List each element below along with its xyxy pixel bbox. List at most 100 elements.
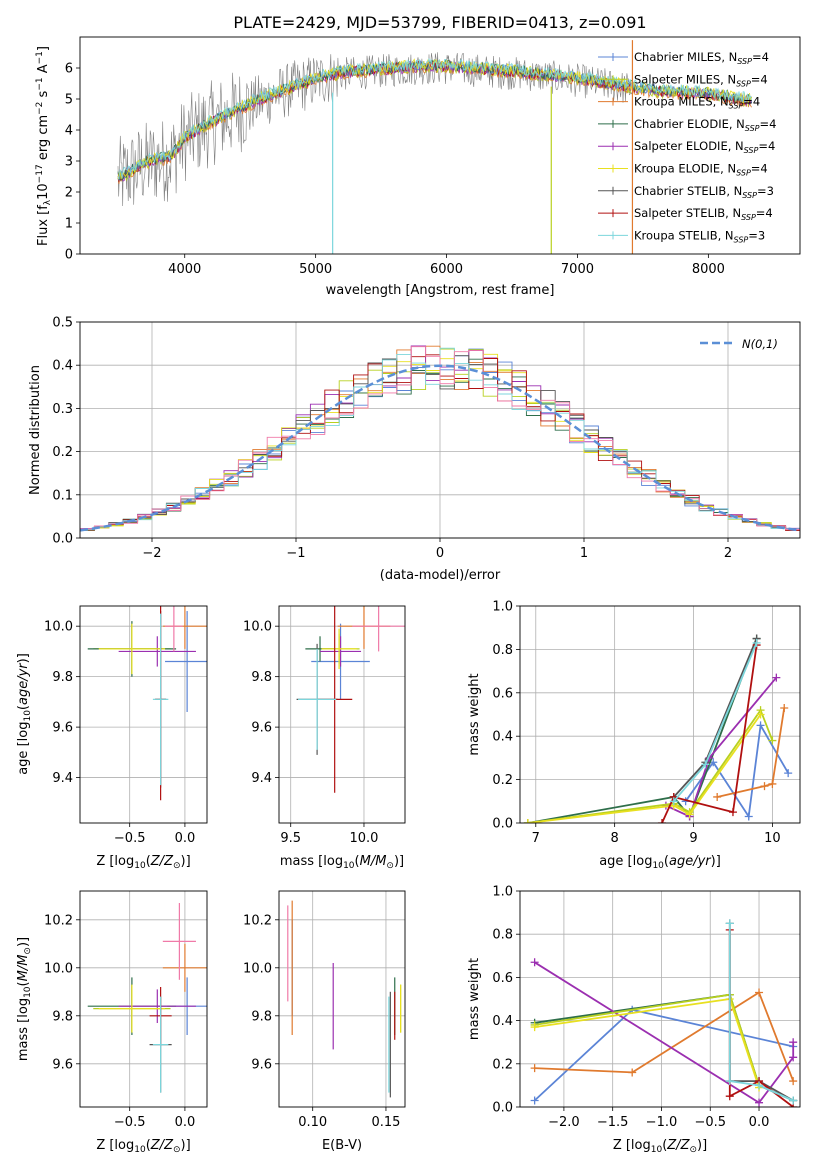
y-axis-label: mass [log10(M/M⊙)]	[16, 937, 33, 1061]
errorbar-point	[152, 996, 169, 1093]
weight-marker	[657, 819, 666, 823]
x-tick-label: 7000	[561, 262, 594, 277]
axes-frame	[519, 605, 801, 824]
axes-age_weight: 7 8 9 10 0.0 0.2 0.4 0.6 0.8 1.0 age [log10(age/yr…	[467, 600, 801, 871]
y-tick-label: 0.0	[52, 532, 73, 547]
weight-marker	[756, 721, 765, 730]
y-tick-label: 1.0	[492, 600, 513, 615]
x-axis-label: Z [log10(Z/Z⊙)]	[613, 1138, 707, 1155]
weight-series	[728, 923, 794, 1102]
y-tick-label: 0.5	[52, 316, 73, 331]
y-axis-label: Normed distribution	[28, 365, 43, 495]
plot-area-z_weight	[530, 919, 798, 1107]
legend-label: Chabrier MILES, NSSP=4	[634, 50, 769, 66]
weight-marker	[756, 710, 765, 719]
weight-marker	[725, 1092, 734, 1101]
errorbar-point	[98, 984, 166, 1033]
legend-label: Salpeter MILES, NSSP=4	[634, 72, 768, 88]
weight-marker	[780, 703, 789, 712]
axes-z_mass: −0.5 0.0 9.6 9.8 10.0 10.2 Z [log10(Z/Z⊙)] mass…	[16, 890, 208, 1155]
y-tick-label: 0.8	[492, 928, 513, 943]
errorbar-point	[321, 628, 357, 670]
weight-marker	[628, 1068, 637, 1077]
x-tick-label: 0.10	[298, 1115, 327, 1130]
plot-area-residuals	[80, 345, 800, 538]
x-axis-label: Z [log10(Z/Z⊙)]	[96, 1138, 190, 1155]
legend-label: N(0,1)	[742, 337, 778, 351]
x-axis-label: E(B-V)	[322, 1138, 362, 1153]
x-tick-label: 0	[436, 546, 444, 561]
x-tick-label: −0.5	[114, 1115, 146, 1130]
legend-label: Kroupa ELODIE, NSSP=4	[634, 162, 768, 178]
y-tick-label: 9.4	[251, 771, 272, 786]
axes-residuals: −2 −1 0 1 2 0.0 0.1 0.2 0.3 0.4 0.5 (data-model)/er…	[28, 316, 801, 583]
weight-series	[534, 961, 795, 1104]
plot-area-ebv_mass	[287, 900, 402, 1098]
weight-series	[716, 707, 786, 798]
y-tick-label: 0.3	[52, 402, 73, 417]
x-tick-label: 6000	[430, 262, 463, 277]
errorbar-point	[165, 611, 207, 712]
y-tick-label: 0.4	[52, 359, 73, 374]
x-axis-label: wavelength [Angstrom, rest frame]	[326, 283, 555, 298]
y-tick-label: 2	[65, 186, 73, 201]
x-axis-label: (data-model)/error	[380, 568, 501, 583]
axes-mass_age: 9.5 10.0 9.4 9.6 9.8 10.0 mass [log10(M/M⊙)]	[243, 605, 406, 871]
weight-series	[527, 713, 762, 823]
weight-marker	[752, 638, 761, 647]
x-tick-label: 5000	[299, 262, 332, 277]
y-tick-label: 9.4	[52, 771, 73, 786]
x-tick-label: 8	[611, 831, 619, 846]
errorbar-point	[165, 606, 183, 652]
axes-spectrum: 4000 5000 6000 7000 8000 0 1 2 3 4 5 6 wavelength [A…	[35, 36, 801, 298]
x-tick-label: 9.5	[280, 831, 301, 846]
x-tick-label: 10.0	[350, 831, 379, 846]
axes-z_weight: −2.0 −1.5 −1.0 −0.5 0.0 0.0 0.2 0.4 0.6 0.8 1.0 Z […	[467, 885, 801, 1155]
weight-series	[527, 638, 758, 823]
axes-ebv_mass: 0.10 0.15 9.6 9.8 10.0 10.2 E(B-V)	[243, 890, 406, 1153]
y-tick-label: 10.2	[44, 913, 73, 928]
x-tick-label: 0.15	[371, 1115, 400, 1130]
y-tick-label: 0.2	[492, 1057, 513, 1072]
weight-marker	[725, 1077, 734, 1086]
y-tick-label: 10.0	[243, 961, 272, 976]
y-tick-label: 0.1	[52, 488, 73, 503]
x-tick-label: 10	[764, 831, 781, 846]
y-tick-label: 0.4	[492, 730, 513, 745]
x-tick-label: 2	[724, 546, 732, 561]
weight-marker	[530, 1023, 539, 1032]
weight-marker	[772, 673, 781, 682]
errorbar-point	[162, 903, 196, 980]
x-axis-label: mass [log10(M/M⊙)]	[280, 854, 404, 871]
errorbar-point	[162, 943, 207, 992]
y-tick-label: 9.6	[52, 1057, 73, 1072]
y-tick-label: 9.8	[251, 670, 272, 685]
x-tick-label: −1.0	[646, 1115, 678, 1130]
x-tick-label: 4000	[168, 262, 201, 277]
legend-label: Chabrier ELODIE, NSSP=4	[634, 117, 776, 133]
legend: N(0,1)	[700, 337, 778, 351]
weight-series	[533, 1008, 794, 1102]
x-tick-label: −1	[286, 546, 305, 561]
legend-label: Kroupa STELIB, NSSP=3	[634, 228, 765, 244]
y-tick-label: 4	[65, 124, 73, 139]
weight-marker	[523, 819, 532, 823]
axes-frame	[79, 890, 208, 1108]
y-tick-label: 9.8	[52, 670, 73, 685]
plot-area-age_weight	[523, 634, 793, 823]
weight-marker	[784, 769, 793, 778]
y-tick-label: 1.0	[492, 885, 513, 900]
y-tick-label: 0	[65, 248, 73, 263]
y-tick-label: 3	[65, 155, 73, 170]
y-tick-label: 0.6	[492, 686, 513, 701]
y-tick-label: 9.6	[251, 1057, 272, 1072]
y-axis-label: age [log10(age/yr)]	[16, 653, 33, 775]
weight-marker	[789, 1053, 798, 1062]
plot-area-mass_age	[296, 606, 405, 793]
weight-marker	[530, 1096, 539, 1105]
y-tick-label: 10.0	[243, 620, 272, 635]
y-axis-label: mass weight	[467, 673, 482, 755]
axes-frame	[79, 36, 801, 255]
axes-frame	[278, 890, 406, 1108]
